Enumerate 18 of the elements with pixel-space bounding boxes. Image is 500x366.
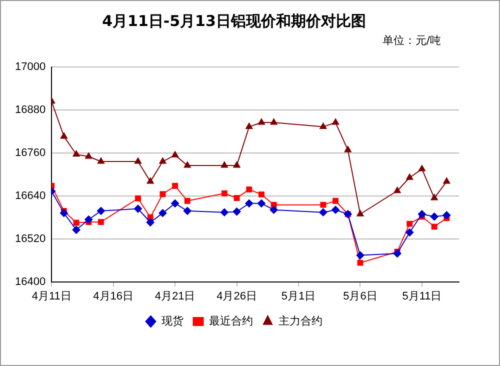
text: 单位：元/吨 <box>382 33 441 48</box>
x-tick-label: 4月21日 <box>154 290 196 302</box>
x-tick-label: 4月11日 <box>32 290 72 302</box>
chart-title: 4月11日-5月13日铝现价和期价对比图 <box>102 12 366 30</box>
legend-label: 主力合约 <box>278 314 322 328</box>
y-tick-label: 16520 <box>14 232 46 245</box>
x-tick-label: 5月11日 <box>402 290 442 302</box>
x-tick-label: 4月26日 <box>216 290 257 302</box>
y-tick-label: 16400 <box>14 276 46 288</box>
y-tick-label: 16760 <box>14 146 46 159</box>
legend-label: 最近合约 <box>208 314 253 328</box>
legend-label: 现货 <box>161 316 184 328</box>
y-tick-label: 16880 <box>14 104 46 116</box>
x-tick-label: 5月1日 <box>281 290 316 302</box>
y-tick-label: 16640 <box>14 190 46 202</box>
x-tick-label: 4月16日 <box>93 290 134 302</box>
x-tick-label: 5月6日 <box>343 290 378 302</box>
y-tick-label: 17000 <box>14 61 46 74</box>
